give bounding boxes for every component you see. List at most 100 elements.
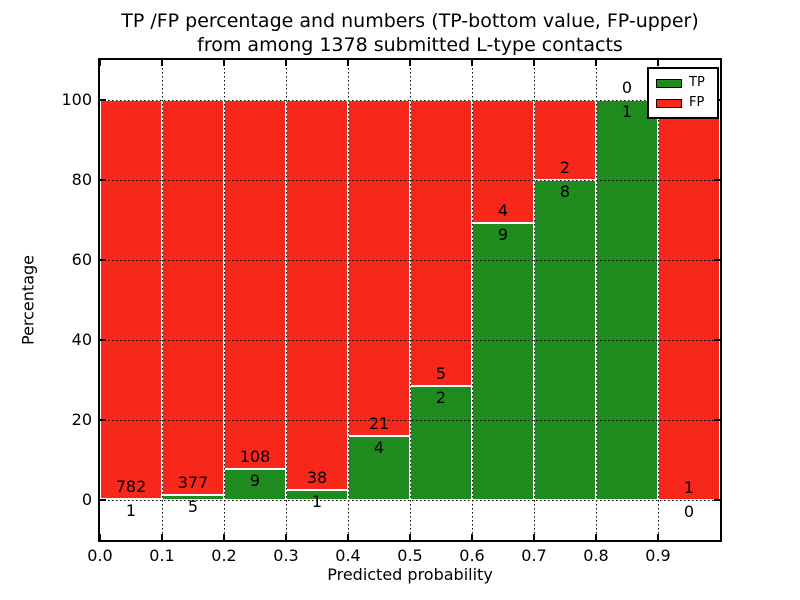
bar-fp-segment — [410, 100, 472, 386]
y-tick-mark — [100, 259, 106, 261]
legend-label-tp: TP — [689, 75, 705, 90]
tp-count-label: 2 — [435, 387, 447, 407]
chart-title-line1: TP /FP percentage and numbers (TP-bottom… — [121, 10, 699, 32]
x-tick-label: 0.1 — [149, 546, 175, 565]
tp-count-label: 8 — [559, 182, 571, 201]
legend-swatch-tp-icon — [656, 78, 682, 88]
y-tick-mark — [100, 419, 106, 421]
fp-count-label: 377 — [177, 472, 209, 492]
vertical-gridline — [223, 60, 225, 540]
vertical-gridline — [347, 60, 349, 540]
x-axis-label: Predicted probability — [327, 565, 493, 584]
bar-fp-segment — [348, 100, 410, 436]
legend-label-fp: FP — [689, 95, 705, 110]
tp-count-label: 9 — [497, 225, 509, 245]
x-tick-mark-top — [161, 60, 163, 66]
tp-count-label: 4 — [373, 438, 385, 457]
vertical-gridline — [409, 60, 411, 540]
x-tick-label: 0.9 — [645, 546, 671, 565]
x-tick-label: 0.8 — [583, 546, 609, 565]
bar-tp-segment — [410, 385, 472, 500]
x-tick-label: 0.3 — [273, 546, 299, 565]
y-tick-mark-right — [714, 499, 720, 501]
x-tick-mark — [471, 534, 473, 540]
y-tick-mark-right — [714, 179, 720, 181]
tp-count-label: 0 — [683, 502, 695, 521]
x-tick-mark — [285, 534, 287, 540]
x-tick-label: 0.7 — [521, 546, 547, 565]
y-tick-mark-right — [714, 419, 720, 421]
x-tick-mark — [99, 534, 101, 540]
x-tick-mark-top — [533, 60, 535, 66]
fp-count-label: 1 — [683, 478, 695, 497]
vertical-gridline — [657, 60, 659, 540]
horizontal-gridline — [100, 99, 720, 101]
x-tick-mark — [595, 534, 597, 540]
vertical-gridline — [285, 60, 287, 540]
x-tick-label: 0.0 — [87, 546, 113, 565]
x-tick-mark — [347, 534, 349, 540]
bar-fp-segment — [286, 100, 348, 490]
x-tick-mark-top — [657, 60, 659, 66]
horizontal-gridline — [100, 499, 720, 501]
x-tick-label: 0.4 — [335, 546, 361, 565]
fp-count-label: 108 — [239, 447, 271, 467]
y-tick-label: 0 — [81, 490, 92, 509]
legend-entry-fp: FP — [649, 93, 717, 113]
y-tick-label: 100 — [61, 90, 92, 109]
horizontal-gridline — [100, 419, 720, 421]
bar-fp-segment — [658, 100, 720, 500]
fp-count-label: 0 — [621, 78, 633, 97]
fp-count-label: 782 — [115, 477, 147, 497]
fp-count-label: 4 — [497, 201, 509, 221]
horizontal-gridline — [100, 259, 720, 261]
x-tick-label: 0.6 — [459, 546, 485, 565]
x-tick-mark — [533, 534, 535, 540]
fp-count-label: 38 — [306, 467, 328, 487]
y-tick-label: 80 — [71, 170, 92, 189]
plot-area: TP FP 782 1 377 5 108 9 38 1 21 4 5 2 4 9 2 8 0 1 1 0 — [98, 58, 722, 542]
bar-fp-segment — [224, 100, 286, 470]
bar-tp-segment — [224, 469, 286, 500]
x-tick-mark-top — [285, 60, 287, 66]
x-tick-label: 0.2 — [211, 546, 237, 565]
y-tick-mark — [100, 99, 106, 101]
y-tick-mark — [100, 179, 106, 181]
vertical-gridline — [533, 60, 535, 540]
bar-fp-segment — [472, 100, 534, 224]
vertical-gridline — [161, 60, 163, 540]
fp-count-label: 21 — [368, 414, 390, 433]
bar-fp-segment — [100, 100, 162, 500]
vertical-gridline — [471, 60, 473, 540]
y-tick-mark-right — [714, 259, 720, 261]
y-tick-mark — [100, 499, 106, 501]
chart-title: TP /FP percentage and numbers (TP-bottom… — [10, 9, 800, 57]
chart-title-line2: from among 1378 submitted L-type contact… — [197, 34, 623, 56]
x-tick-mark — [657, 534, 659, 540]
x-tick-label: 0.5 — [397, 546, 423, 565]
bar-tp-segment — [472, 223, 534, 500]
fp-count-label: 2 — [559, 158, 571, 177]
x-tick-mark-top — [409, 60, 411, 66]
bar-fp-segment — [162, 100, 224, 495]
horizontal-gridline — [100, 339, 720, 341]
y-tick-label: 60 — [71, 250, 92, 269]
tp-count-label: 1 — [125, 501, 137, 521]
x-tick-mark — [223, 534, 225, 540]
x-tick-mark-top — [347, 60, 349, 66]
tp-count-label: 1 — [621, 102, 633, 121]
legend-entry-tp: TP — [649, 73, 717, 93]
y-tick-mark-right — [714, 339, 720, 341]
tp-count-label: 1 — [311, 491, 323, 511]
fp-count-label: 5 — [435, 363, 447, 383]
legend: TP FP — [647, 67, 719, 119]
horizontal-gridline — [100, 179, 720, 181]
legend-swatch-fp-icon — [656, 98, 682, 108]
tp-count-label: 5 — [187, 496, 199, 516]
y-tick-label: 40 — [71, 330, 92, 349]
x-tick-mark — [409, 534, 411, 540]
y-tick-label: 20 — [71, 410, 92, 429]
y-axis-label: Percentage — [18, 254, 38, 346]
x-tick-mark-top — [223, 60, 225, 66]
